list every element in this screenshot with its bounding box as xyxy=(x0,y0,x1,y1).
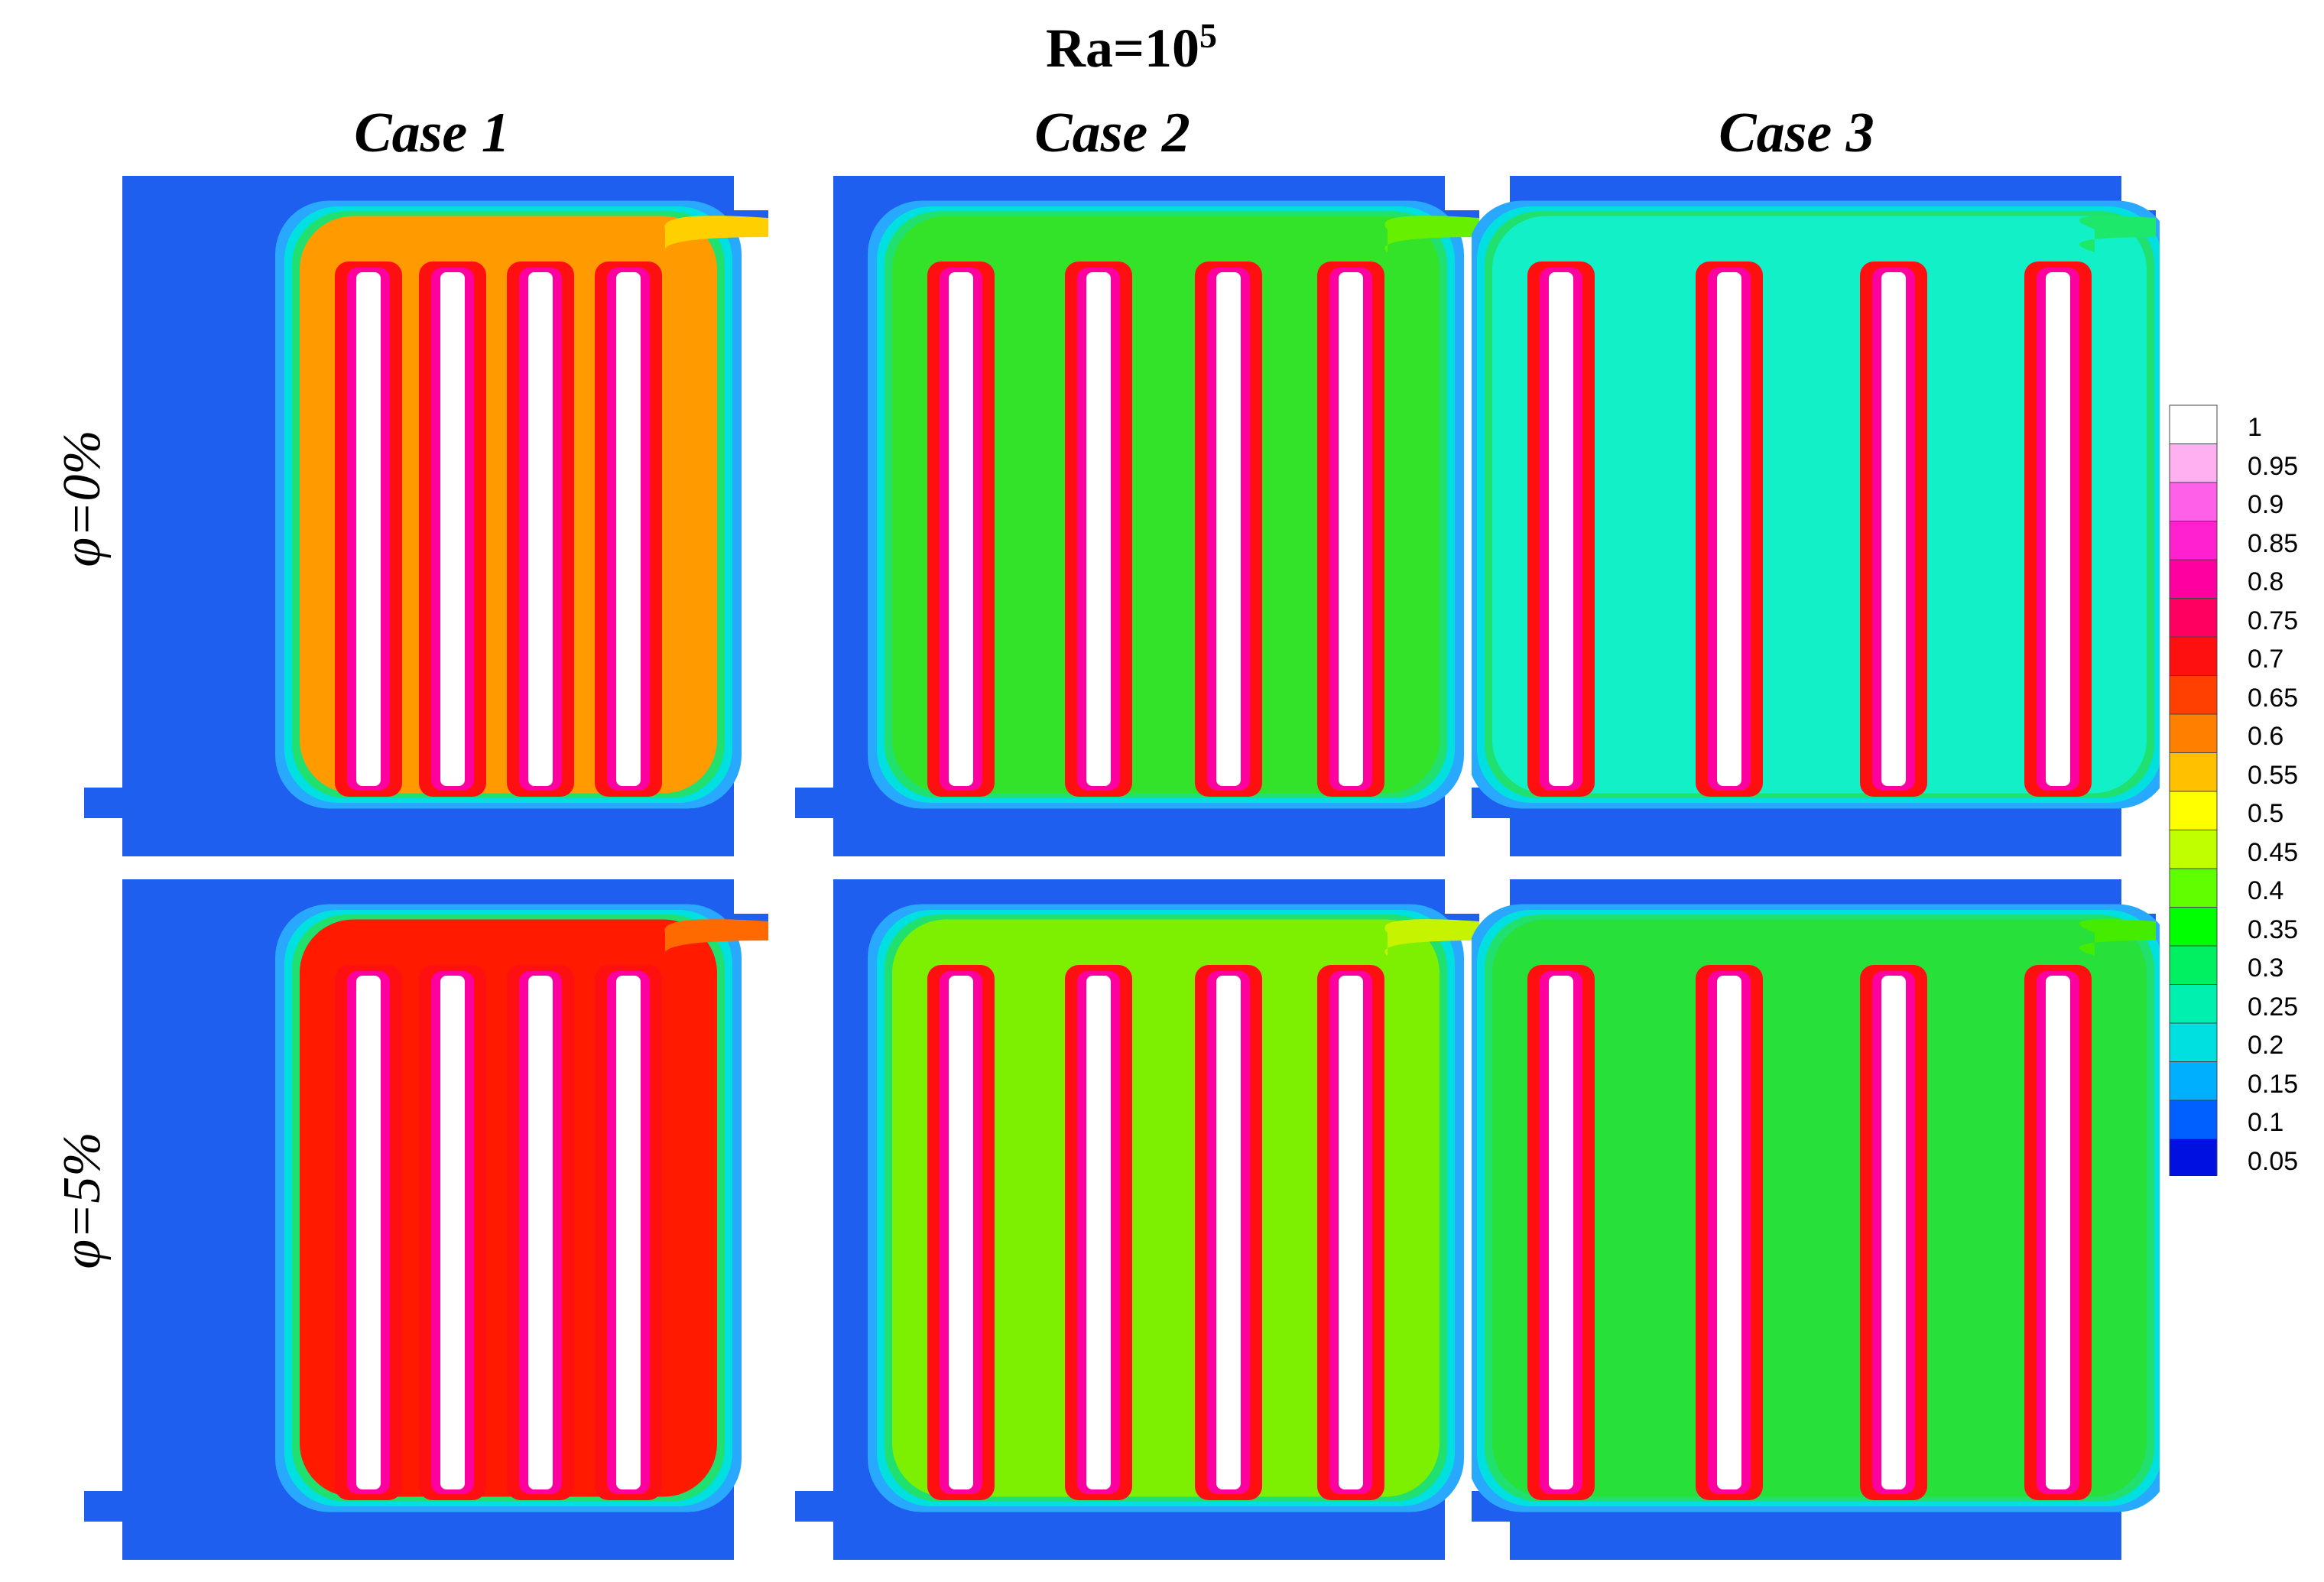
contour-panel xyxy=(795,176,1483,856)
fin-core xyxy=(1086,272,1111,786)
colorbar-tick-label: 0.05 xyxy=(2248,1146,2299,1176)
column-label-case-2: Case 2 xyxy=(1034,102,1190,164)
colorbar-swatch xyxy=(2169,1022,2218,1062)
colorbar-tick-label: 0.9 xyxy=(2248,490,2284,519)
colorbar-swatch xyxy=(2169,984,2218,1024)
colorbar-tick-label: 0.15 xyxy=(2248,1069,2299,1099)
outlet-jet xyxy=(2079,216,2156,252)
colorbar-tick-label: 0.65 xyxy=(2248,683,2299,713)
colorbar-tick-label: 0.55 xyxy=(2248,760,2299,790)
colorbar-swatch xyxy=(2169,598,2218,638)
fin-core xyxy=(356,272,381,786)
plume-layer xyxy=(892,216,1440,794)
fin-core xyxy=(440,976,465,1489)
outlet-jet xyxy=(1384,216,1479,252)
fin-core xyxy=(1216,272,1241,786)
plume-layer xyxy=(892,919,1440,1497)
colorbar-swatch xyxy=(2169,559,2218,599)
colorbar-swatch xyxy=(2169,636,2218,676)
figure-title: Ra=105 xyxy=(994,15,1269,80)
colorbar-swatch xyxy=(2169,830,2218,869)
colorbar-swatch xyxy=(2169,791,2218,830)
fin-core xyxy=(1881,976,1906,1489)
fin-core xyxy=(1717,272,1741,786)
colorbar-tick-label: 0.8 xyxy=(2248,567,2284,596)
colorbar-swatch xyxy=(2169,713,2218,753)
colorbar-tick-label: 0.5 xyxy=(2248,799,2284,828)
outlet-jet xyxy=(1384,919,1479,956)
fin-core xyxy=(1881,272,1906,786)
colorbar-swatch xyxy=(2169,752,2218,792)
column-label-case-1: Case 1 xyxy=(354,102,510,164)
colorbar-tick-label: 0.1 xyxy=(2248,1108,2284,1137)
fin-core xyxy=(1717,976,1741,1489)
outlet-jet xyxy=(2079,919,2156,956)
inlet-port xyxy=(84,788,122,818)
title-text: Ra=10 xyxy=(1045,18,1200,79)
colorbar-tick-label: 0.85 xyxy=(2248,528,2299,558)
fin-core xyxy=(1549,976,1573,1489)
colorbar-tick-label: 0.95 xyxy=(2248,451,2299,481)
colorbar-tick-label: 0.6 xyxy=(2248,722,2284,751)
colorbar-tick-label: 0.25 xyxy=(2248,992,2299,1022)
fin-core xyxy=(356,976,381,1489)
contour-panel xyxy=(84,879,772,1560)
colorbar-swatch xyxy=(2169,868,2218,908)
colorbar-tick-label: 0.3 xyxy=(2248,953,2284,983)
colorbar-swatch xyxy=(2169,907,2218,947)
fin-core xyxy=(440,272,465,786)
contour-panel xyxy=(84,176,772,856)
plume-layer xyxy=(1492,919,2147,1497)
fin-core xyxy=(528,272,553,786)
colorbar-swatch xyxy=(2169,1100,2218,1139)
colorbar-swatch xyxy=(2169,443,2218,483)
fin-core xyxy=(528,976,553,1489)
colorbar-tick-label: 0.7 xyxy=(2248,645,2284,674)
fin-core xyxy=(1549,272,1573,786)
colorbar-tick-label: 0.35 xyxy=(2248,914,2299,944)
colorbar-tick-label: 0.2 xyxy=(2248,1031,2284,1060)
title-exponent: 5 xyxy=(1199,16,1218,55)
outlet-jet xyxy=(664,919,768,956)
colorbar-tick-label: 1 xyxy=(2248,413,2262,442)
outlet-jet xyxy=(664,216,768,252)
fin-core xyxy=(1086,976,1111,1489)
contour-panel xyxy=(1472,879,2160,1560)
colorbar-tick-label: 0.4 xyxy=(2248,876,2284,905)
colorbar-swatch xyxy=(2169,482,2218,521)
fin-core xyxy=(949,272,973,786)
inlet-port xyxy=(795,788,833,818)
contour-panel xyxy=(795,879,1483,1560)
fin-core xyxy=(1339,272,1363,786)
inlet-port xyxy=(84,1491,122,1522)
fin-core xyxy=(949,976,973,1489)
fin-core xyxy=(1216,976,1241,1489)
contour-panel xyxy=(1472,176,2160,856)
fin-core xyxy=(2046,272,2070,786)
colorbar-swatch xyxy=(2169,945,2218,985)
colorbar-swatch xyxy=(2169,1139,2218,1178)
fin-core xyxy=(1339,976,1363,1489)
plume-layer xyxy=(1492,216,2147,794)
colorbar-swatch xyxy=(2169,404,2218,444)
colorbar-swatch xyxy=(2169,521,2218,560)
inlet-port xyxy=(795,1491,833,1522)
colorbar-swatches xyxy=(2169,404,2218,1178)
fin-core xyxy=(2046,976,2070,1489)
colorbar-swatch xyxy=(2169,1061,2218,1101)
column-label-case-3: Case 3 xyxy=(1719,102,1874,164)
colorbar-swatch xyxy=(2169,675,2218,715)
fin-core xyxy=(616,976,641,1489)
colorbar-tick-label: 0.45 xyxy=(2248,837,2299,867)
fin-core xyxy=(616,272,641,786)
colorbar-tick-label: 0.75 xyxy=(2248,606,2299,635)
